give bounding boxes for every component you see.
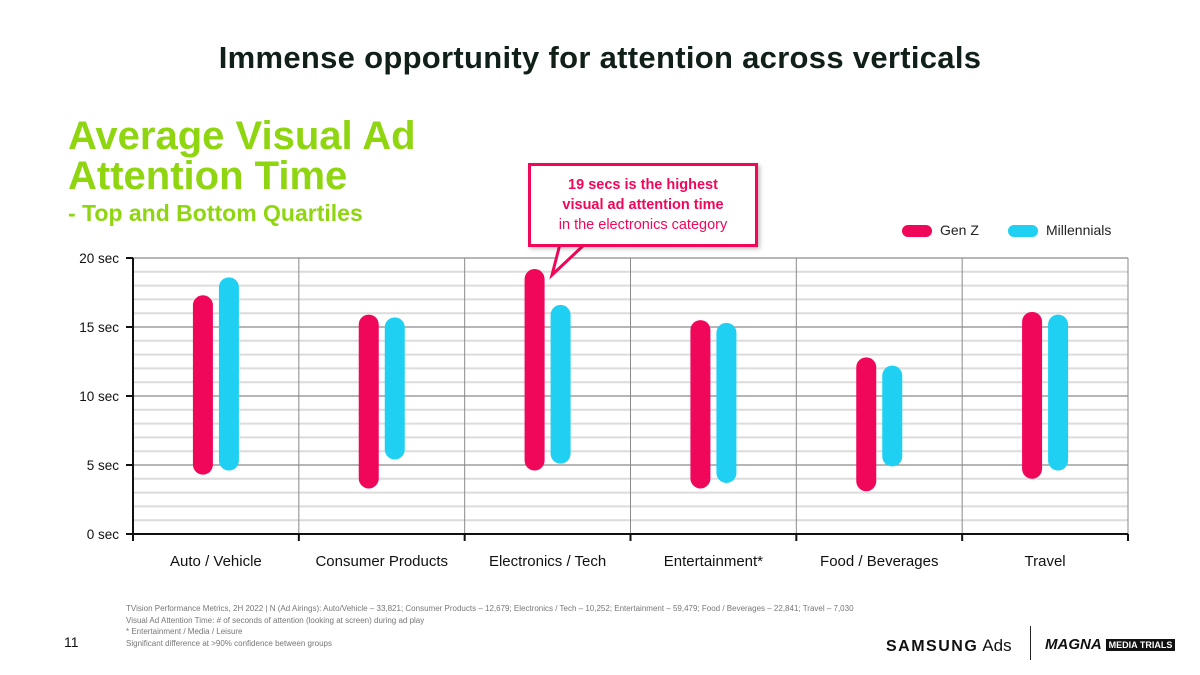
genz-range-bar [192, 295, 213, 475]
x-category-label: Entertainment* [664, 553, 763, 570]
callout-pointer [549, 242, 589, 280]
y-tick-label: 20 sec [79, 251, 119, 266]
x-category-label: Travel [1025, 553, 1066, 570]
chart-title-line2: Attention Time [68, 154, 348, 198]
x-category-label: Auto / Vehicle [170, 553, 262, 570]
millennials-range-bar [550, 304, 571, 464]
millennials-range-bar [1048, 314, 1069, 471]
genz-range-bar [524, 269, 545, 471]
chart-title-line1: Average Visual Ad [68, 114, 416, 158]
legend-label-millennials: Millennials [1046, 222, 1112, 238]
chart-title: Average Visual Ad Attention Time - Top a… [68, 116, 416, 228]
callout-bold-line1: 19 secs is the highest [568, 177, 718, 193]
legend-label-genz: Gen Z [940, 222, 979, 238]
logo-divider [1030, 626, 1031, 660]
genz-range-bar [1022, 311, 1043, 479]
chart-subtitle: - Top and Bottom Quartiles [68, 200, 363, 226]
y-tick-label: 5 sec [87, 458, 120, 473]
callout-bold-line2: visual ad attention time [562, 197, 724, 213]
millennials-range-bar [384, 317, 405, 460]
samsung-ads-logo: SAMSUNG Ads [886, 636, 1012, 655]
x-category-label: Food / Beverages [820, 553, 938, 570]
callout-normal-line: in the electronics category [558, 217, 728, 233]
millennials-range-bar [716, 322, 737, 483]
x-category-label: Consumer Products [315, 553, 448, 570]
genz-range-bar [856, 357, 877, 492]
y-tick-label: 10 sec [79, 389, 119, 404]
footnote: TVision Performance Metrics, 2H 2022 | N… [126, 603, 854, 649]
legend-item-genz: Gen Z [902, 222, 979, 238]
footnote-line: Visual Ad Attention Time: # of seconds o… [126, 615, 425, 625]
footnote-line: * Entertainment / Media / Leisure [126, 627, 243, 636]
legend-item-millennials: Millennials [1008, 222, 1111, 238]
slide-headline: Immense opportunity for attention across… [218, 40, 982, 75]
y-tick-label: 0 sec [87, 527, 120, 542]
x-category-label: Electronics / Tech [489, 553, 606, 570]
genz-range-bar [358, 314, 379, 489]
footnote-line: TVision Performance Metrics, 2H 2022 | N… [126, 604, 854, 613]
y-tick-label: 15 sec [79, 320, 119, 335]
footnote-line: Significant difference at >90% confidenc… [126, 638, 332, 648]
legend-swatch-genz [902, 225, 932, 238]
millennials-range-bar [882, 365, 903, 467]
page-number: 11 [64, 634, 79, 650]
callout-box: 19 secs is the highest visual ad attenti… [528, 163, 758, 247]
magna-logo: MAGNA MEDIA TRIALS [1045, 636, 1176, 653]
genz-range-bar [690, 320, 711, 489]
legend-swatch-millennials [1008, 225, 1038, 238]
millennials-range-bar [218, 277, 239, 471]
